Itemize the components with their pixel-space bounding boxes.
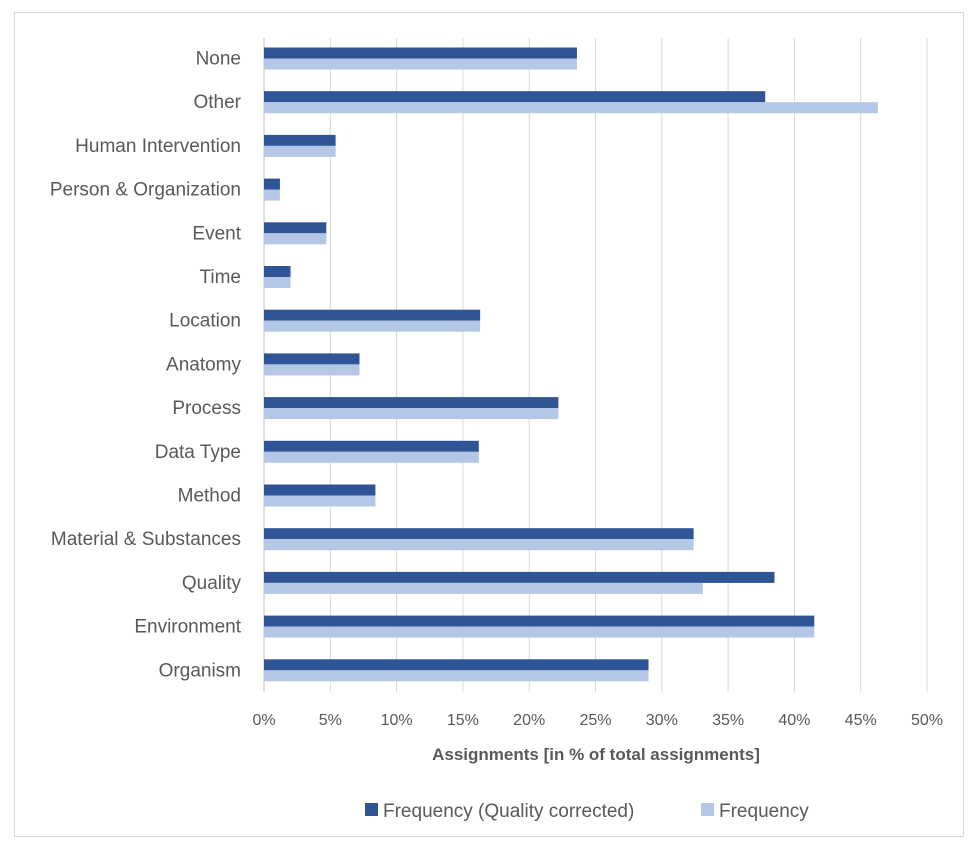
category-labels: None Other Human Intervention Person & Orga… <box>50 49 242 682</box>
bar-quality-corrected <box>264 571 775 583</box>
category-label: Event <box>192 223 241 244</box>
x-tick-label: 15% <box>447 712 479 729</box>
category-label: Method <box>178 486 241 507</box>
bar-frequency <box>264 364 360 376</box>
bar-quality-corrected <box>264 309 481 321</box>
bar-quality-corrected <box>264 178 280 190</box>
x-tick-label: 25% <box>579 712 611 729</box>
legend-label-frequency: Frequency <box>719 801 809 822</box>
x-tick-label: 5% <box>319 712 342 729</box>
x-tick-label: 45% <box>845 712 877 729</box>
x-tick-label: 0% <box>252 712 275 729</box>
category-label: Data Type <box>155 442 241 463</box>
category-label: Time <box>199 267 241 288</box>
x-axis-title: Assignments [in % of total assignments] <box>432 745 760 764</box>
category-label: Process <box>172 398 241 419</box>
bar-frequency <box>264 189 280 201</box>
x-tick-label: 35% <box>712 712 744 729</box>
category-label: None <box>196 49 241 70</box>
bar-quality-corrected <box>264 266 291 277</box>
category-label: Environment <box>134 617 241 638</box>
bar-frequency <box>264 539 694 551</box>
bar-quality-corrected <box>264 134 336 146</box>
bar-frequency <box>264 145 336 157</box>
bar-quality-corrected <box>264 353 360 365</box>
bar-frequency <box>264 233 327 245</box>
category-label: Organism <box>159 660 241 681</box>
x-tick-label: 10% <box>381 712 413 729</box>
category-label: Person & Organization <box>50 180 241 201</box>
bar-quality-corrected <box>264 47 577 59</box>
bar-quality-corrected <box>264 397 559 409</box>
bar-frequency <box>264 670 649 682</box>
bar-quality-corrected <box>264 615 815 627</box>
category-label: Other <box>193 92 241 113</box>
bar-frequency <box>264 102 878 114</box>
x-tick-label: 40% <box>778 712 810 729</box>
bar-quality-corrected <box>264 222 327 234</box>
legend-swatch-frequency <box>701 803 714 816</box>
x-tick-label: 50% <box>911 712 943 729</box>
bar-quality-corrected <box>264 484 376 496</box>
bar-quality-corrected <box>264 528 694 540</box>
category-label: Anatomy <box>166 354 241 375</box>
chart-frame <box>14 12 964 837</box>
bar-quality-corrected <box>264 440 479 452</box>
category-label: Material & Substances <box>51 529 241 550</box>
bar-frequency <box>264 320 481 332</box>
bar-frequency <box>264 626 815 638</box>
bar-frequency <box>264 408 559 420</box>
legend: Frequency (Quality corrected) Frequency <box>365 801 809 822</box>
bar-quality-corrected <box>264 659 649 671</box>
x-tick-label: 20% <box>513 712 545 729</box>
bar-quality-corrected <box>264 91 766 103</box>
x-tick-labels: 0% 5% 10% 15% 20% 25% 30% 35% 40% 45% 50% <box>252 712 943 729</box>
bar-frequency <box>264 582 703 594</box>
category-label: Location <box>169 311 241 332</box>
bar-frequency <box>264 451 479 463</box>
legend-swatch-quality-corrected <box>365 803 378 816</box>
x-tick-label: 30% <box>646 712 678 729</box>
bar-frequency <box>264 277 291 288</box>
category-label: Quality <box>182 573 242 594</box>
bar-frequency <box>264 58 577 70</box>
category-label: Human Intervention <box>75 136 241 157</box>
bar-frequency <box>264 495 376 507</box>
legend-label-quality-corrected: Frequency (Quality corrected) <box>383 801 634 822</box>
bars <box>264 47 878 682</box>
